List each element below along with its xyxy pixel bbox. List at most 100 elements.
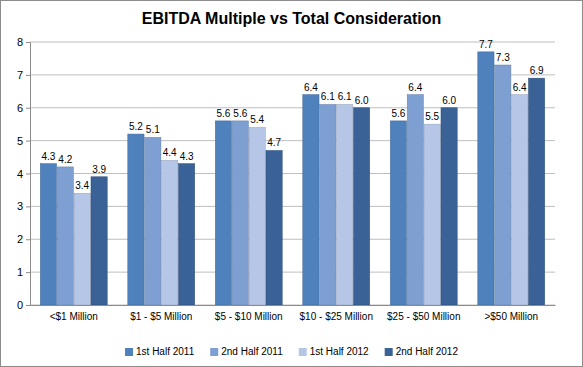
legend-swatch (125, 348, 133, 356)
legend-item: 2nd Half 2012 (385, 346, 459, 357)
y-axis-line (26, 43, 31, 306)
x-axis-line (31, 305, 556, 306)
chart-frame (1, 1, 583, 367)
y-tick: 3 (17, 200, 30, 212)
legend-swatch (299, 348, 307, 356)
x-tick: $10 - $25 Million (300, 305, 373, 322)
bar (353, 108, 369, 305)
y-tick-label: 3 (17, 200, 23, 212)
data-label: 5.5 (425, 111, 439, 122)
x-tick-label: <$1 Million (50, 311, 98, 322)
data-labels: 4.35.25.66.45.67.74.25.15.66.16.47.33.44… (41, 39, 544, 191)
data-label: 5.2 (129, 121, 143, 132)
y-tick-mark (26, 42, 30, 43)
y-tick-label: 5 (17, 135, 23, 147)
legend: 1st Half 2011 2nd Half 2011 1st Half 2012 2… (125, 346, 458, 357)
grid-line (30, 239, 555, 240)
data-label: 7.7 (479, 39, 493, 50)
x-tick-label: $10 - $25 Million (300, 311, 373, 322)
data-label: 6.1 (321, 91, 335, 102)
bar (512, 95, 528, 305)
bar (528, 78, 544, 305)
data-label: 6.4 (408, 82, 422, 93)
y-tick-mark (26, 75, 30, 76)
bar (303, 95, 319, 305)
chart: EBITDA Multiple vs Total Consideration 0 1… (0, 0, 583, 367)
y-tick: 8 (17, 36, 30, 48)
x-tick: $5 - $10 Million (215, 305, 283, 322)
data-label: 4.7 (267, 137, 281, 148)
x-tick: $1 - $5 Million (130, 305, 192, 322)
legend-item: 2nd Half 2011 (210, 346, 283, 357)
y-tick-mark (26, 141, 30, 142)
bar (128, 134, 144, 305)
bar (91, 177, 107, 305)
data-label: 5.6 (391, 108, 405, 119)
x-axis: <$1 Million $1 - $5 Million $5 - $10 Milli… (31, 305, 556, 322)
bar (232, 121, 248, 305)
bar (162, 160, 178, 305)
bar (407, 95, 423, 305)
y-tick-label: 1 (17, 266, 23, 278)
y-tick-mark (26, 108, 30, 109)
grid (30, 42, 555, 305)
legend-swatch (385, 348, 393, 356)
bar (441, 108, 457, 305)
y-tick: 7 (17, 69, 30, 81)
data-label: 3.9 (92, 164, 106, 175)
data-label: 6.1 (338, 91, 352, 102)
y-tick-label: 8 (17, 36, 23, 48)
legend-swatch (210, 348, 218, 356)
data-label: 6.0 (442, 95, 456, 106)
x-tick-label: $5 - $10 Million (215, 311, 283, 322)
legend-item: 1st Half 2011 (125, 346, 195, 357)
grid-line (30, 305, 555, 306)
x-tick-label: $1 - $5 Million (130, 311, 192, 322)
plot: 0123456784.35.25.66.45.67.74.25.15.66.16… (17, 36, 556, 322)
y-tick: 2 (17, 233, 30, 245)
legend-label: 1st Half 2012 (310, 346, 369, 357)
grid-line (30, 272, 555, 273)
legend-item: 1st Half 2012 (299, 346, 369, 357)
grid-line (30, 140, 555, 141)
bar (178, 164, 194, 305)
legend-label: 1st Half 2011 (136, 346, 195, 357)
bar (40, 164, 56, 305)
data-label: 6.4 (304, 82, 318, 93)
grid-line (30, 107, 555, 108)
bar (495, 65, 511, 305)
y-tick-mark (26, 239, 30, 240)
bars (40, 52, 544, 305)
y-tick: 1 (17, 266, 30, 278)
y-tick: 4 (17, 168, 30, 180)
legend-label: 2nd Half 2012 (396, 346, 459, 357)
grid-line (30, 173, 555, 174)
y-tick-label: 0 (17, 299, 23, 311)
y-tick-label: 6 (17, 102, 23, 114)
y-tick: 5 (17, 135, 30, 147)
y-tick-mark (26, 305, 30, 306)
data-label: 5.6 (233, 108, 247, 119)
x-tick: >$50 Million (484, 305, 538, 322)
data-label: 6.9 (530, 65, 544, 76)
data-label: 4.4 (163, 147, 177, 158)
data-label: 3.4 (75, 180, 89, 191)
bar (74, 193, 90, 305)
bar (320, 104, 336, 305)
y-tick-mark (26, 272, 30, 273)
grid-line (30, 74, 555, 75)
bar (266, 150, 282, 305)
data-label: 4.3 (180, 151, 194, 162)
data-label: 5.1 (146, 124, 160, 135)
bar (337, 104, 353, 305)
legend-label: 2nd Half 2011 (221, 346, 283, 357)
y-tick-label: 4 (17, 168, 23, 180)
y-tick-label: 2 (17, 233, 23, 245)
title: EBITDA Multiple vs Total Consideration (142, 10, 442, 27)
data-label: 5.6 (216, 108, 230, 119)
x-tick-label: >$50 Million (484, 311, 538, 322)
data-label: 7.3 (496, 52, 510, 63)
bar (390, 121, 406, 305)
grid-line (30, 42, 555, 43)
bar (424, 124, 440, 305)
